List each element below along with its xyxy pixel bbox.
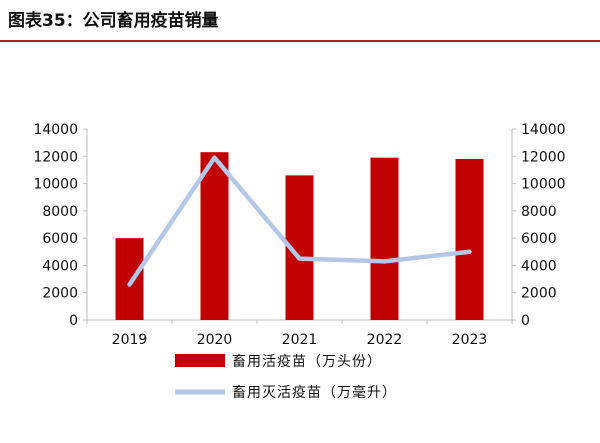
legend-bar-swatch [175,354,225,367]
y-right-tick-label: 12000 [521,149,566,165]
y-right-tick-label: 10000 [521,177,566,193]
legend-line-label: 畜用灭活疫苗（万毫升） [232,384,397,401]
y-right-tick-label: 2000 [521,286,557,302]
x-tick-label: 2020 [197,332,233,348]
y-right-tick-labels: 0 2000 4000 6000 8000 10000 12000 14000 [521,122,566,329]
y-left-tick-label: 0 [69,313,78,329]
bar [370,157,399,320]
y-left-tick-label: 10000 [33,177,78,193]
legend: 畜用活疫苗（万头份） 畜用灭活疫苗（万毫升） [175,354,397,401]
y-left-tick-label: 6000 [42,231,78,247]
line-series [127,155,472,287]
bar-series [115,152,484,320]
y-left-tick-labels: 0 2000 4000 6000 8000 10000 12000 14000 [33,122,78,329]
legend-bar-label: 畜用活疫苗（万头份） [232,354,382,370]
y-right-tick-label: 8000 [521,204,557,220]
bar [455,159,484,320]
x-tick-labels: 2019 2020 2021 2022 2023 [112,332,488,348]
y-right-tick-label: 14000 [521,122,566,138]
y-left-tick-label: 12000 [33,149,78,165]
y-left-tick-label: 4000 [42,258,78,274]
y-right-tick-label: 0 [521,313,530,329]
x-tick-label: 2019 [112,332,148,348]
chart-title: 图表35：公司畜用疫苗销量 [8,11,219,31]
y-right-tick-label: 6000 [521,231,557,247]
y-left-tick-label: 2000 [42,286,78,302]
bar [115,238,144,320]
y-left-tick-label: 8000 [42,204,78,220]
x-tick-label: 2022 [367,332,403,348]
title-rule [0,40,600,42]
bar [200,152,229,320]
x-tick-label: 2023 [452,332,488,348]
x-tick-label: 2021 [282,332,318,348]
y-right-tick-label: 4000 [521,258,557,274]
y-left-tick-label: 14000 [33,122,78,138]
